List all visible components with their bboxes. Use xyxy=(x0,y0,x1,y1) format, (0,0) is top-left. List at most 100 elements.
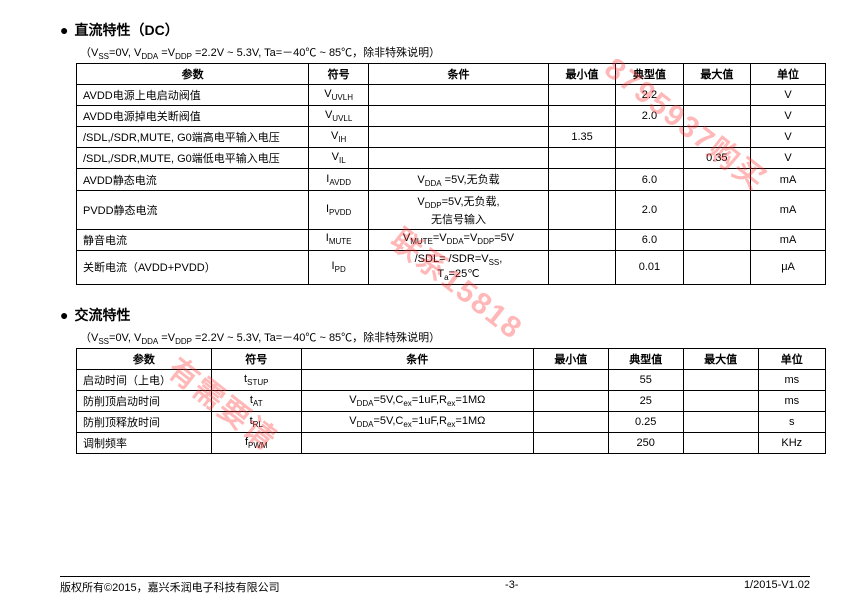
table-cell: /SDL= /SDR=VSS,Ta=25℃ xyxy=(369,250,549,284)
column-header: 符号 xyxy=(309,64,369,85)
table-cell xyxy=(548,148,615,169)
table-cell: VIH xyxy=(309,127,369,148)
table-cell: mA xyxy=(751,191,826,229)
section2-title: 交流特性 xyxy=(74,305,130,325)
table-cell xyxy=(548,85,615,106)
table-cell: mA xyxy=(751,169,826,191)
table-cell: AVDD电源上电启动阀值 xyxy=(77,85,309,106)
table-cell: VDDP=5V,无负载,无信号输入 xyxy=(369,191,549,229)
table-row: 防削顶启动时间tATVDDA=5V,Cex=1uF,Rex=1MΩ25ms xyxy=(77,391,826,412)
table-cell xyxy=(369,106,549,127)
table-cell xyxy=(301,433,533,454)
table-cell: VUVLL xyxy=(309,106,369,127)
column-header: 最小值 xyxy=(548,64,615,85)
table-cell xyxy=(683,169,750,191)
table-cell: AVDD电源掉电关断阀值 xyxy=(77,106,309,127)
table-cell: mA xyxy=(751,229,826,250)
table-row: PVDD静态电流IPVDDVDDP=5V,无负载,无信号输入 2.0 mA xyxy=(77,191,826,229)
table-cell xyxy=(616,148,683,169)
table-cell: μA xyxy=(751,250,826,284)
column-header: 单位 xyxy=(758,349,825,370)
column-header: 条件 xyxy=(301,349,533,370)
section2-heading: ● 交流特性 xyxy=(60,305,810,325)
section1-heading: ● 直流特性（DC） xyxy=(60,20,810,40)
column-header: 符号 xyxy=(211,349,301,370)
table-cell: 6.0 xyxy=(616,229,683,250)
table-cell xyxy=(683,250,750,284)
table-cell: /SDL,/SDR,MUTE, G0端高电平输入电压 xyxy=(77,127,309,148)
table-cell: IMUTE xyxy=(309,229,369,250)
table-cell: 6.0 xyxy=(616,169,683,191)
column-header: 典型值 xyxy=(616,64,683,85)
table-cell: 关断电流（AVDD+PVDD） xyxy=(77,250,309,284)
column-header: 典型值 xyxy=(608,349,683,370)
table-cell: fPWM xyxy=(211,433,301,454)
table-cell: IPD xyxy=(309,250,369,284)
column-header: 参数 xyxy=(77,349,212,370)
column-header: 参数 xyxy=(77,64,309,85)
table-cell xyxy=(533,370,608,391)
table-cell: VDDA=5V,Cex=1uF,Rex=1MΩ xyxy=(301,412,533,433)
table-cell: 2.2 xyxy=(616,85,683,106)
table-cell: 55 xyxy=(608,370,683,391)
table-row: AVDD静态电流IAVDDVDDA =5V,无负载6.0mA xyxy=(77,169,826,191)
table-row: /SDL,/SDR,MUTE, G0端高电平输入电压VIH 1.35 V xyxy=(77,127,826,148)
footer-left: 版权所有©2015，嘉兴禾润电子科技有限公司 xyxy=(60,579,280,595)
table-cell xyxy=(548,191,615,229)
table-cell xyxy=(369,148,549,169)
table-cell: 0.25 xyxy=(608,412,683,433)
table-cell: tRL xyxy=(211,412,301,433)
table-cell xyxy=(369,127,549,148)
footer-center: -3- xyxy=(505,579,518,595)
table-cell: VUVLH xyxy=(309,85,369,106)
table-row: AVDD电源上电启动阀值VUVLH 2.2 V xyxy=(77,85,826,106)
table-cell xyxy=(533,433,608,454)
table-cell: 静音电流 xyxy=(77,229,309,250)
ac-characteristics-table: 参数符号条件最小值典型值最大值单位 启动时间（上电）tSTUP55ms防削顶启动… xyxy=(76,348,826,454)
table-cell: V xyxy=(751,127,826,148)
table-cell xyxy=(683,229,750,250)
table-cell xyxy=(533,412,608,433)
bullet-icon: ● xyxy=(60,22,68,38)
table-cell: V xyxy=(751,148,826,169)
table-cell xyxy=(683,85,750,106)
column-header: 条件 xyxy=(369,64,549,85)
table-row: 静音电流IMUTEVMUTE=VDDA=VDDP=5V 6.0 mA xyxy=(77,229,826,250)
table-cell xyxy=(548,250,615,284)
table-cell: 1.35 xyxy=(548,127,615,148)
table-cell: 250 xyxy=(608,433,683,454)
table-cell: 2.0 xyxy=(616,191,683,229)
table-cell: VMUTE=VDDA=VDDP=5V xyxy=(369,229,549,250)
table-cell xyxy=(548,106,615,127)
table-cell xyxy=(683,433,758,454)
table-cell: ms xyxy=(758,391,825,412)
table-cell xyxy=(548,229,615,250)
table-cell: V xyxy=(751,85,826,106)
page-footer: 版权所有©2015，嘉兴禾润电子科技有限公司 -3- 1/2015-V1.02 xyxy=(60,576,810,595)
section1-title: 直流特性（DC） xyxy=(74,20,178,40)
table-row: AVDD电源掉电关断阀值VUVLL2.0V xyxy=(77,106,826,127)
table-cell: VDDA=5V,Cex=1uF,Rex=1MΩ xyxy=(301,391,533,412)
table-row: 启动时间（上电）tSTUP55ms xyxy=(77,370,826,391)
table-cell xyxy=(683,412,758,433)
table-cell: 25 xyxy=(608,391,683,412)
section2-note: （VSS=0V, VDDA =VDDP =2.2V ~ 5.3V, Ta=－40… xyxy=(80,329,810,346)
table-cell: IAVDD xyxy=(309,169,369,191)
table-cell xyxy=(683,370,758,391)
table-row: 防削顶释放时间tRLVDDA=5V,Cex=1uF,Rex=1MΩ0.25s xyxy=(77,412,826,433)
table-cell: 启动时间（上电） xyxy=(77,370,212,391)
table-cell xyxy=(683,127,750,148)
table-cell: /SDL,/SDR,MUTE, G0端低电平输入电压 xyxy=(77,148,309,169)
table-row: 关断电流（AVDD+PVDD）IPD/SDL= /SDR=VSS,Ta=25℃ 0… xyxy=(77,250,826,284)
table-cell: tSTUP xyxy=(211,370,301,391)
table-cell: 防削顶启动时间 xyxy=(77,391,212,412)
table-cell xyxy=(369,85,549,106)
table-cell xyxy=(616,127,683,148)
table-cell: IPVDD xyxy=(309,191,369,229)
table-cell: 0.01 xyxy=(616,250,683,284)
table-row: 调制频率fPWM250KHz xyxy=(77,433,826,454)
table-cell: PVDD静态电流 xyxy=(77,191,309,229)
table-cell: s xyxy=(758,412,825,433)
table-cell: VDDA =5V,无负载 xyxy=(369,169,549,191)
table-cell: VIL xyxy=(309,148,369,169)
